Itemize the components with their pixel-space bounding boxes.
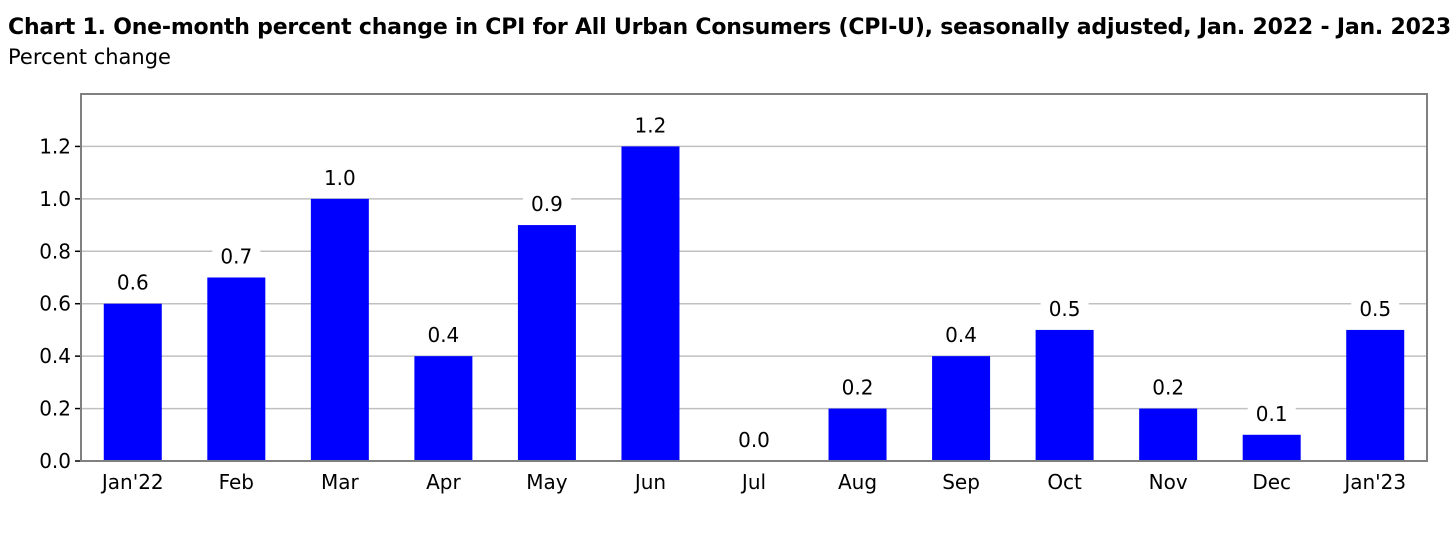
bar-jan-23 <box>1346 329 1405 461</box>
data-labels: 0.6 0.7 1.0 0.4 0.9 1.2 0.0 0.2 0.4 0.5 0.2 0.1 0.5 <box>108 113 1400 454</box>
data-label-background <box>730 428 778 454</box>
data-label: 0.5 <box>1359 297 1391 321</box>
chart-subtitle: Percent change <box>8 45 171 69</box>
data-label-background <box>1247 401 1296 428</box>
x-tick-label: Apr <box>426 470 461 494</box>
x-tick-label: Feb <box>219 470 254 494</box>
data-label: 0.9 <box>531 192 563 216</box>
bars <box>103 146 1405 461</box>
y-tick-label: 0.8 <box>39 239 71 263</box>
y-tick-label: 0.4 <box>39 344 71 368</box>
bar-oct <box>1035 329 1094 461</box>
data-label-background <box>1040 296 1089 323</box>
y-tick-label: 1.0 <box>39 187 71 211</box>
x-tick-label: Dec <box>1252 470 1291 494</box>
plot-frame <box>80 93 1428 462</box>
x-tick-label: Nov <box>1149 470 1188 494</box>
bar-may <box>517 225 576 461</box>
data-label: 0.4 <box>945 323 977 347</box>
x-tick-label: Oct <box>1047 470 1082 494</box>
data-label-background <box>626 113 675 140</box>
y-tick-label: 0.6 <box>39 292 71 316</box>
data-label-background <box>1351 296 1400 323</box>
bar-dec <box>1242 434 1301 461</box>
data-label-background <box>108 270 157 297</box>
data-label-background <box>833 375 882 402</box>
data-label: 0.0 <box>738 428 770 452</box>
y-axis-ticks: 0.0 0.2 0.4 0.6 0.8 1.0 1.2 <box>39 134 81 473</box>
bar-nov <box>1139 408 1198 461</box>
data-label-background <box>419 323 468 350</box>
bar-mar <box>310 198 369 461</box>
data-label: 0.7 <box>220 245 252 269</box>
bar-apr <box>414 356 473 461</box>
data-label-background <box>1144 375 1193 402</box>
y-tick-label: 1.2 <box>39 134 71 158</box>
x-tick-label: Mar <box>321 470 360 494</box>
x-tick-label: Sep <box>942 470 980 494</box>
x-tick-label: Jul <box>740 470 766 494</box>
data-label: 1.2 <box>635 113 667 137</box>
bar-jan-22 <box>103 303 162 461</box>
bar-jun <box>621 146 680 461</box>
data-label: 0.1 <box>1256 402 1288 426</box>
data-label: 0.6 <box>117 271 149 295</box>
x-tick-label: Jan'22 <box>100 470 164 494</box>
y-tick-label: 0.2 <box>39 397 71 421</box>
x-tick-label: May <box>526 470 568 494</box>
bar-feb <box>207 277 266 461</box>
data-label-background <box>315 165 364 192</box>
data-label: 0.5 <box>1049 297 1081 321</box>
x-axis-ticks: Jan'22 Feb Mar Apr May Jun Jul Aug Sep Oct Nov Dec J… <box>100 470 1406 494</box>
data-label: 0.2 <box>842 376 874 400</box>
x-tick-label: Jun <box>633 470 666 494</box>
data-label: 0.2 <box>1152 376 1184 400</box>
bar-aug <box>828 408 887 461</box>
data-label-background <box>212 244 261 271</box>
data-label-background <box>522 192 571 219</box>
bar-sep <box>932 356 991 461</box>
y-tick-label: 0.0 <box>39 449 71 473</box>
data-label: 0.4 <box>427 323 459 347</box>
x-tick-label: Jan'23 <box>1342 470 1406 494</box>
gridlines <box>81 145 1427 410</box>
x-tick-label: Aug <box>838 470 877 494</box>
data-label-background <box>937 323 986 350</box>
chart-title: Chart 1. One-month percent change in CPI… <box>8 15 1451 40</box>
data-label: 1.0 <box>324 166 356 190</box>
